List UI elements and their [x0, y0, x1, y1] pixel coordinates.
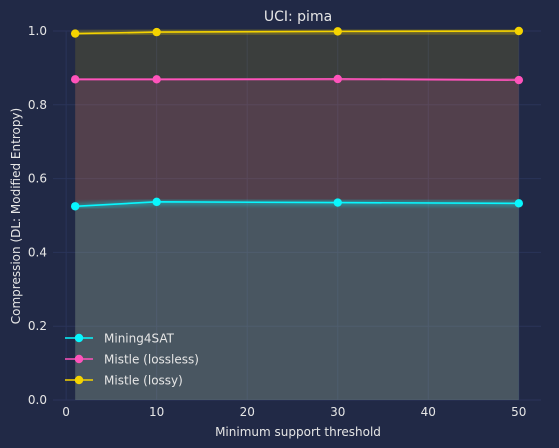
series-line-mining4sat — [75, 201, 519, 208]
data-point-mining4sat — [70, 202, 80, 211]
series-line-mistle-lossless — [75, 78, 519, 81]
data-point-mistle-lossy — [514, 26, 524, 36]
y-tick-label: 0.4 — [28, 245, 47, 259]
y-tick-label: 0.2 — [28, 319, 47, 333]
y-axis-label: Compression (DL: Modified Entropy) — [9, 108, 23, 324]
legend-marker-mining4sat — [74, 333, 84, 343]
x-tick-label: 50 — [511, 405, 526, 419]
legend: Mining4SAT Mistle (lossless) Mistle (lossy… — [65, 332, 199, 388]
data-point-mistle-lossless — [333, 74, 342, 84]
y-tick-label: 1.0 — [28, 24, 47, 38]
area-fill-mining4sat — [75, 201, 519, 400]
area-fill-mistle-lossy- — [75, 31, 519, 400]
x-tick-label: 30 — [330, 405, 345, 419]
y-tick-label: 0.8 — [28, 98, 47, 112]
y-tick-label: 0.6 — [28, 172, 47, 186]
y-tick-label: 0.0 — [28, 393, 47, 407]
legend-marker-mistle-lossless — [74, 354, 84, 364]
area-fill-mistle-lossless- — [75, 78, 519, 400]
data-point-mining4sat — [514, 199, 524, 208]
x-tick-label: 10 — [149, 405, 164, 419]
data-point-mistle-lossy — [152, 27, 161, 37]
data-point-mining4sat — [333, 198, 342, 207]
data-point-mistle-lossy — [70, 29, 80, 38]
x-tick-label: 0 — [62, 405, 70, 419]
data-point-mining4sat — [152, 197, 161, 207]
legend-marker-mistle-lossy — [74, 375, 84, 385]
data-point-mistle-lossless — [514, 75, 524, 85]
series-line-mistle-lossy — [75, 30, 519, 35]
grid — [53, 30, 541, 401]
data-point-mistle-lossy — [333, 27, 342, 36]
chart-title: UCI: pima — [264, 9, 332, 25]
data-point-mistle-lossless — [152, 75, 161, 84]
x-tick-label: 20 — [240, 405, 255, 419]
area-fills — [75, 31, 519, 400]
legend-label-mining4sat: Mining4SAT — [104, 332, 175, 346]
x-tick-label: 40 — [421, 405, 436, 419]
tick-labels: 0 10 20 30 40 50 0.0 0.2 0.4 0.6 0.8 1.0 — [28, 24, 527, 419]
series-lines — [75, 30, 519, 208]
legend-label-mistle-lossless: Mistle (lossless) — [104, 353, 199, 367]
legend-label-mistle-lossy: Mistle (lossy) — [104, 374, 183, 388]
series-points — [70, 26, 524, 211]
x-axis-label: Minimum support threshold — [215, 425, 381, 439]
data-point-mistle-lossless — [70, 75, 80, 84]
